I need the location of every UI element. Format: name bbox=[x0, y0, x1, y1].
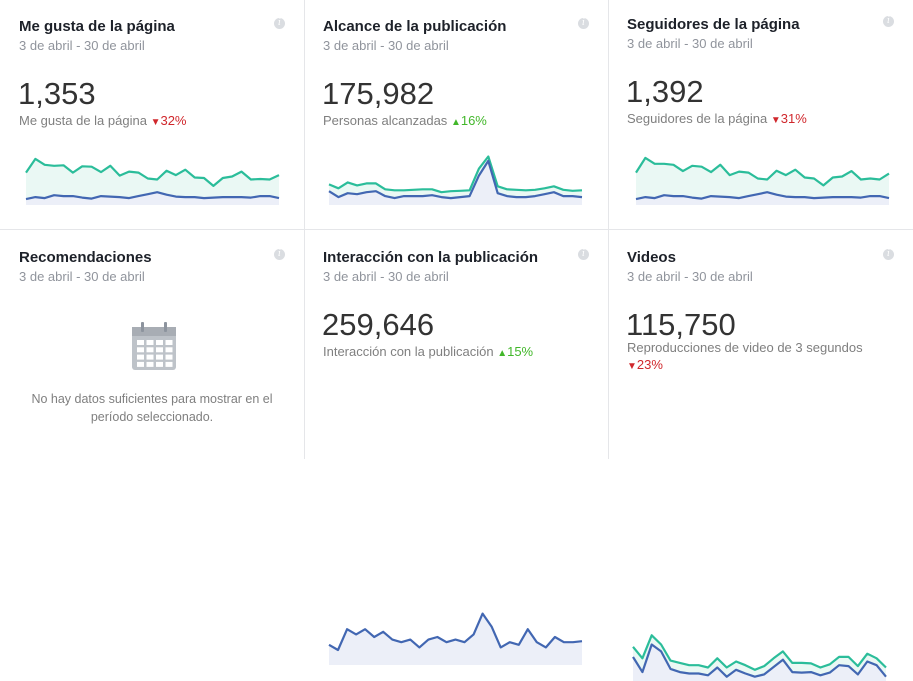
card-post-engagement[interactable]: Interacción con la publicación 3 de abril… bbox=[304, 229, 609, 459]
change-up-badge: ▲16% bbox=[451, 113, 487, 128]
sparkline-chart bbox=[328, 607, 583, 665]
date-range: 3 de abril - 30 de abril bbox=[323, 38, 449, 53]
metric-label: Reproducciones de video de 3 segundos bbox=[627, 340, 863, 355]
metric-value: 175,982 bbox=[322, 76, 434, 112]
metric-label: Interacción con la publicación bbox=[323, 344, 494, 359]
card-post-reach[interactable]: Alcance de la publicación 3 de abril - 30… bbox=[304, 0, 609, 230]
info-icon[interactable]: i bbox=[578, 18, 589, 29]
metric-value: 259,646 bbox=[322, 307, 434, 343]
change-percent: 31% bbox=[781, 111, 807, 126]
change-down-badge: ▼32% bbox=[151, 113, 187, 128]
change-down-badge: ▼23% bbox=[627, 357, 663, 372]
card-page-followers[interactable]: Seguidores de la página 3 de abril - 30 d… bbox=[608, 0, 913, 230]
metric-label: Seguidores de la página bbox=[627, 111, 767, 126]
info-icon[interactable]: i bbox=[883, 249, 894, 260]
metric-subtitle: Seguidores de la página ▼31% bbox=[627, 110, 897, 129]
arrow-down-icon: ▼ bbox=[627, 361, 637, 372]
metric-value: 1,392 bbox=[626, 74, 704, 110]
card-title: Videos bbox=[627, 249, 676, 266]
change-percent: 16% bbox=[461, 113, 487, 128]
card-title: Me gusta de la página bbox=[19, 18, 175, 35]
metric-label: Me gusta de la página bbox=[19, 113, 147, 128]
sparkline-chart bbox=[25, 150, 280, 205]
card-title: Recomendaciones bbox=[19, 249, 152, 266]
change-percent: 23% bbox=[637, 357, 663, 372]
change-percent: 15% bbox=[507, 344, 533, 359]
calendar-icon bbox=[131, 321, 177, 371]
arrow-down-icon: ▼ bbox=[771, 115, 781, 126]
date-range: 3 de abril - 30 de abril bbox=[19, 269, 145, 284]
date-range: 3 de abril - 30 de abril bbox=[323, 269, 449, 284]
date-range: 3 de abril - 30 de abril bbox=[627, 269, 753, 284]
arrow-up-icon: ▲ bbox=[451, 117, 461, 128]
card-title: Alcance de la publicación bbox=[323, 18, 506, 35]
card-page-likes[interactable]: Me gusta de la página 3 de abril - 30 de … bbox=[0, 0, 305, 230]
card-title: Seguidores de la página bbox=[627, 16, 800, 33]
insights-grid: Me gusta de la página 3 de abril - 30 de … bbox=[0, 0, 913, 459]
metric-value: 115,750 bbox=[626, 307, 736, 343]
info-icon[interactable]: i bbox=[274, 249, 285, 260]
metric-subtitle: Interacción con la publicación ▲15% bbox=[323, 343, 593, 362]
sparkline-chart bbox=[328, 150, 583, 205]
change-down-badge: ▼31% bbox=[771, 111, 807, 126]
arrow-up-icon: ▲ bbox=[497, 348, 507, 359]
metric-subtitle: Personas alcanzadas ▲16% bbox=[323, 112, 593, 131]
date-range: 3 de abril - 30 de abril bbox=[627, 36, 753, 51]
info-icon[interactable]: i bbox=[274, 18, 285, 29]
info-icon[interactable]: i bbox=[578, 249, 589, 260]
no-data-message: No hay datos suficientes para mostrar en… bbox=[0, 390, 304, 426]
info-icon[interactable]: i bbox=[883, 16, 894, 27]
metric-label: Personas alcanzadas bbox=[323, 113, 447, 128]
arrow-down-icon: ▼ bbox=[151, 117, 161, 128]
metric-value: 1,353 bbox=[18, 76, 96, 112]
change-up-badge: ▲15% bbox=[497, 344, 533, 359]
sparkline-chart bbox=[632, 629, 887, 681]
card-recommendations[interactable]: Recomendaciones 3 de abril - 30 de abril i… bbox=[0, 229, 305, 459]
metric-subtitle: Reproducciones de video de 3 segundos ▼23… bbox=[627, 339, 897, 375]
metric-subtitle: Me gusta de la página ▼32% bbox=[19, 112, 289, 131]
card-title: Interacción con la publicación bbox=[323, 249, 538, 266]
sparkline-chart bbox=[635, 150, 890, 205]
date-range: 3 de abril - 30 de abril bbox=[19, 38, 145, 53]
change-percent: 32% bbox=[160, 113, 186, 128]
